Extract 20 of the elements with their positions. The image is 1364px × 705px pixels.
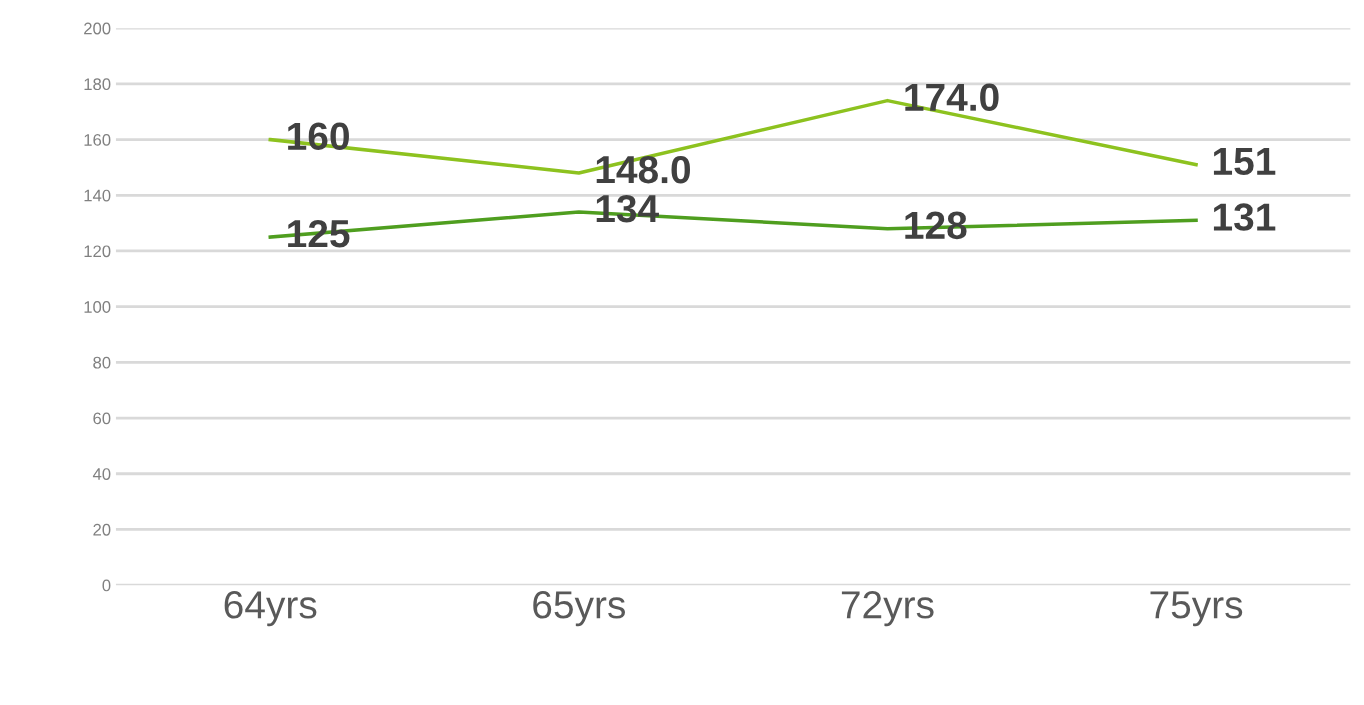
data-label: 131 <box>1213 203 1276 231</box>
y-tick-label: 180 <box>84 78 111 91</box>
y-tick-label: 200 <box>84 22 111 35</box>
data-label: 174.0 <box>905 83 999 112</box>
y-tick-label: 140 <box>84 189 111 202</box>
y-tick-label: 100 <box>84 301 111 313</box>
data-label: 160 <box>288 122 349 151</box>
y-tick-label: 20 <box>93 523 111 536</box>
data-label: 148.0 <box>596 155 690 184</box>
y-tick-label: 0 <box>102 579 111 592</box>
data-label: 151 <box>1213 147 1276 176</box>
y-tick-label: 60 <box>93 412 111 425</box>
y-tick-label: 80 <box>93 356 111 369</box>
x-tick-label: 64yrs <box>224 591 317 627</box>
y-tick-label: 40 <box>92 468 111 480</box>
x-tick-label: 72yrs <box>841 591 934 627</box>
y-tick-label: 120 <box>84 245 111 258</box>
x-tick-label: 75yrs <box>1150 591 1243 627</box>
y-tick-label: 160 <box>84 133 111 146</box>
x-tick-label: 65yrs <box>533 591 625 627</box>
